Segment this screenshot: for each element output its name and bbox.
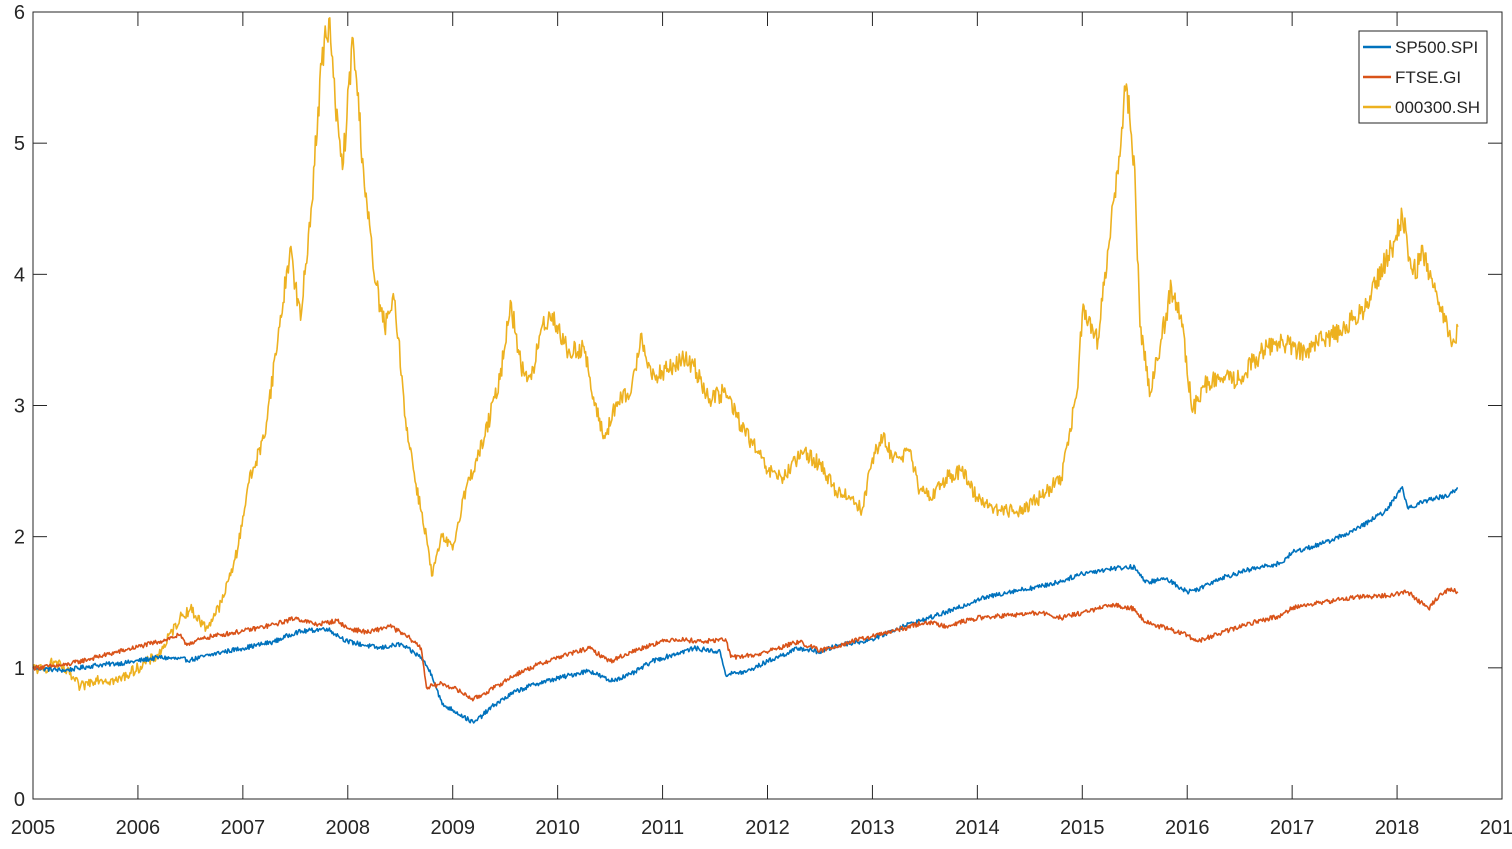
x-tick-label: 2006 xyxy=(116,817,161,839)
series-line-ftse-gi xyxy=(32,587,1459,702)
axis-ticks xyxy=(32,11,1503,800)
y-tick-label: 1 xyxy=(14,658,25,680)
legend-label-sp500: SP500.SPI xyxy=(1395,38,1478,57)
x-tick-label: 2009 xyxy=(430,817,475,839)
x-tick-label: 2017 xyxy=(1270,817,1315,839)
x-tick-label: 2014 xyxy=(955,817,1000,839)
series-line-000300-sh xyxy=(32,17,1459,691)
legend-label-ftse: FTSE.GI xyxy=(1395,68,1461,87)
x-axis-tick-labels: 2005 2006 2007 2008 2009 2010 2011 2012 2013 2014… xyxy=(11,817,1512,839)
x-tick-label: 2018 xyxy=(1375,817,1420,839)
y-tick-label: 3 xyxy=(14,396,25,418)
x-tick-label: 2016 xyxy=(1165,817,1210,839)
plot-frame xyxy=(32,11,1503,800)
y-tick-label: 6 xyxy=(14,2,25,24)
x-tick-label: 2019 xyxy=(1480,817,1512,839)
y-axis-tick-labels: 0 1 2 3 4 5 6 xyxy=(14,2,25,811)
x-tick-label: 2015 xyxy=(1060,817,1105,839)
series-line-sp500-spi xyxy=(32,486,1458,724)
x-tick-label: 2007 xyxy=(221,817,266,839)
y-tick-label: 4 xyxy=(14,264,25,286)
x-tick-label: 2010 xyxy=(535,817,580,839)
plot-background xyxy=(33,12,1502,799)
y-tick-label: 5 xyxy=(14,133,25,155)
legend-label-000300: 000300.SH xyxy=(1395,98,1480,117)
x-tick-label: 2011 xyxy=(641,817,684,839)
x-tick-label: 2013 xyxy=(850,817,895,839)
y-tick-label: 2 xyxy=(14,527,25,549)
x-tick-label: 2012 xyxy=(745,817,790,839)
x-tick-label: 2008 xyxy=(326,817,371,839)
series-lines xyxy=(32,17,1459,724)
y-tick-label: 0 xyxy=(14,789,25,811)
x-tick-label: 2005 xyxy=(11,817,56,839)
legend: SP500.SPI FTSE.GI 000300.SH xyxy=(1358,30,1488,124)
